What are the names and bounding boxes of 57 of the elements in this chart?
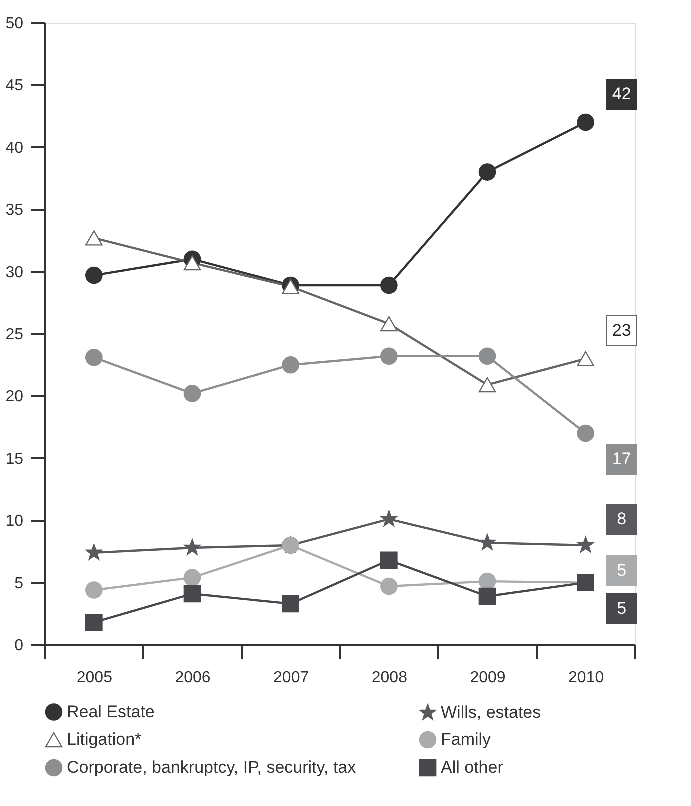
y-tick-label: 50 [6,16,24,32]
point [184,385,202,402]
y-tick-label: 10 [6,513,24,530]
point [380,510,398,526]
y-tick-label: 20 [6,388,24,406]
y-tick-label: 40 [6,140,24,157]
y-tick-label: 0 [14,638,24,654]
data-label: 8 [617,509,627,528]
point [86,230,103,246]
data-label: 42 [612,84,632,104]
point [184,569,202,586]
point [380,276,398,294]
data-label: 23 [612,320,632,340]
point [578,536,594,553]
legend-label: Litigation* [67,730,142,749]
point [577,424,594,442]
y-tick-label: 30 [6,264,24,282]
point [86,582,103,599]
point [184,256,202,271]
x-tick-label: 2009 [470,670,506,686]
point [380,348,398,366]
point [282,356,300,374]
legend-label: Family [441,730,492,749]
data-label: 5 [617,560,627,580]
y-tick-label: 5 [14,575,24,592]
point [380,552,398,570]
point [478,164,496,181]
point [577,351,594,366]
legend-label: Corporate, bankruptcy, IP, security, tax [67,758,357,777]
point [577,114,594,132]
point [478,588,496,606]
y-tick-label: 25 [6,326,24,344]
y-tick-label: 35 [6,202,24,220]
point [479,534,496,550]
data-label: 5 [617,598,627,618]
legend-label: Real Estate [67,702,155,722]
x-tick-label: 2007 [274,670,310,686]
point [380,316,398,332]
x-tick-label: 2008 [372,670,408,686]
point [86,348,103,366]
point [478,377,496,393]
point [86,614,103,632]
point [184,585,202,603]
x-tick-label: 2006 [175,670,211,686]
point [86,266,103,284]
point [380,578,398,596]
legend-label: Wills, estates [441,703,542,722]
point [86,544,102,560]
y-tick-label: 15 [6,450,24,468]
legend-label: All other [441,758,504,777]
point [478,348,496,366]
point [184,539,201,556]
data-label: 17 [612,450,632,469]
x-tick-label: 2010 [568,670,604,686]
x-tick-label: 2005 [76,670,113,686]
point [282,595,300,613]
y-tick-label: 45 [6,78,24,95]
